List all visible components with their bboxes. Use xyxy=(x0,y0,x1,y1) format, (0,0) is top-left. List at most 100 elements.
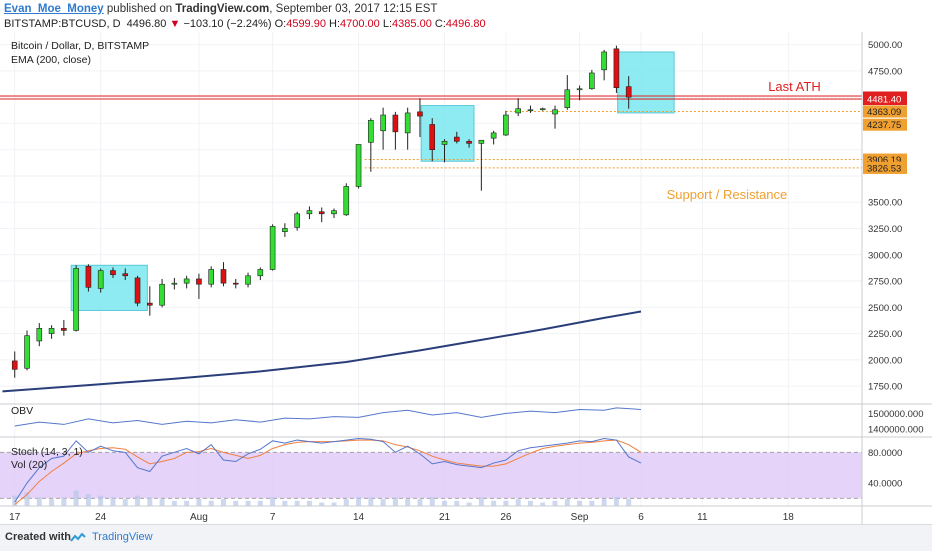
candle-body xyxy=(110,270,116,276)
volume-bar xyxy=(380,499,386,506)
candle xyxy=(527,105,534,113)
stoch-tick-label: 80.0000 xyxy=(868,448,902,459)
candle-body xyxy=(11,360,18,370)
volume-bar xyxy=(442,500,448,506)
candle-body xyxy=(539,108,546,111)
candles xyxy=(11,45,632,378)
candle-body xyxy=(453,136,460,142)
chart-canvas[interactable]: 1750.00 2000.00 2250.00 2500.00 2750.00 3000.… xyxy=(0,32,932,524)
candle-body xyxy=(294,213,300,228)
volume-bar xyxy=(73,490,79,506)
time-tick-label: 7 xyxy=(270,512,276,523)
candle-body xyxy=(601,51,607,71)
price-level-label: 4237.75 xyxy=(867,120,901,131)
volume-bar xyxy=(405,499,411,506)
candle-body xyxy=(282,228,288,232)
stoch-d-line xyxy=(14,439,642,505)
candle xyxy=(196,273,202,299)
level-lines xyxy=(0,95,862,169)
candle xyxy=(331,208,337,218)
stoch-k-line xyxy=(14,438,642,503)
candle xyxy=(478,139,485,191)
price-tick-label: 2250.00 xyxy=(868,329,902,340)
volume-bar xyxy=(196,499,202,506)
candle xyxy=(257,267,264,280)
volume-bar xyxy=(503,500,509,506)
volume-bar xyxy=(601,499,607,506)
candle xyxy=(110,267,116,278)
candle xyxy=(601,49,607,81)
candle-body xyxy=(208,269,215,285)
candle-body xyxy=(85,266,92,288)
candle xyxy=(61,319,67,336)
time-tick-label: 26 xyxy=(500,512,512,523)
volume-bar xyxy=(552,500,558,506)
chart-title: Bitcoin / Dollar, D, BITSTAMP xyxy=(11,40,149,52)
stoch-tick-label: 40.0000 xyxy=(868,479,902,490)
candle xyxy=(552,105,558,129)
high-label: H: xyxy=(329,18,341,30)
highlight-box xyxy=(420,105,475,162)
candle xyxy=(453,131,460,144)
candle xyxy=(613,45,620,93)
volume-bar xyxy=(36,497,42,506)
candle-body xyxy=(73,268,79,331)
volume-bar xyxy=(294,500,300,506)
volume-bar xyxy=(220,499,226,506)
price-level-badge xyxy=(863,161,907,174)
candle xyxy=(159,278,165,308)
author-link[interactable]: Evan_Moe_Money xyxy=(4,3,104,15)
low-value: 4385.00 xyxy=(392,18,432,30)
ema-line xyxy=(2,310,642,393)
candle-body xyxy=(24,335,30,369)
candle-body xyxy=(269,226,276,270)
candle-body xyxy=(318,211,325,215)
tradingview-brand[interactable]: TradingView xyxy=(92,531,153,543)
volume-bar xyxy=(147,497,153,506)
volume-bar xyxy=(306,500,312,506)
candle xyxy=(503,110,509,137)
candle xyxy=(564,75,571,110)
volume-bar xyxy=(12,495,18,506)
volume-bar xyxy=(454,500,460,506)
candle-body xyxy=(196,278,202,285)
time-axis[interactable]: 17 24 Aug 7 14 21 26 Sep 6 11 18 xyxy=(9,512,794,523)
candle xyxy=(429,118,436,162)
high-value: 4700.00 xyxy=(340,18,380,30)
stoch-pane xyxy=(0,438,862,506)
candle xyxy=(122,268,129,280)
candle xyxy=(318,207,325,223)
candle-body xyxy=(159,283,165,306)
pane-separators xyxy=(0,32,932,524)
ema-legend: EMA (200, close) xyxy=(11,54,91,66)
volume-bar xyxy=(466,502,472,506)
time-tick-label: 17 xyxy=(9,512,21,523)
candle-body xyxy=(503,114,509,136)
candle-body xyxy=(478,139,485,144)
obv-legend: OBV xyxy=(11,405,33,417)
candle-body xyxy=(625,86,632,98)
time-tick-label: 18 xyxy=(783,512,795,523)
price-tick-label: 5000.00 xyxy=(868,40,902,51)
volume-bar xyxy=(110,497,116,506)
tradingview-logo-icon xyxy=(70,533,86,542)
candle xyxy=(466,139,472,148)
price-level-label: 3906.19 xyxy=(867,155,901,166)
candle-body xyxy=(392,114,399,133)
price-tick-label: 3000.00 xyxy=(868,250,902,261)
candle xyxy=(282,223,288,237)
candle-body xyxy=(122,273,129,277)
candle xyxy=(490,130,497,145)
volume-bar xyxy=(61,497,67,506)
price-level-label: 4481.40 xyxy=(867,95,901,106)
price-axis[interactable]: 1750.00 2000.00 2250.00 2500.00 2750.00 3000.… xyxy=(863,40,923,490)
candle xyxy=(417,98,423,138)
candle xyxy=(208,266,215,288)
price-level-label: 4363.09 xyxy=(867,107,901,118)
candle xyxy=(48,325,55,339)
highlight-box xyxy=(617,51,675,114)
price-tick-label: 2750.00 xyxy=(868,277,902,288)
candle-body xyxy=(232,282,239,285)
symbol-name: BITSTAMP:BTCUSD, D xyxy=(4,18,121,30)
created-with-text: Created with xyxy=(5,531,72,543)
